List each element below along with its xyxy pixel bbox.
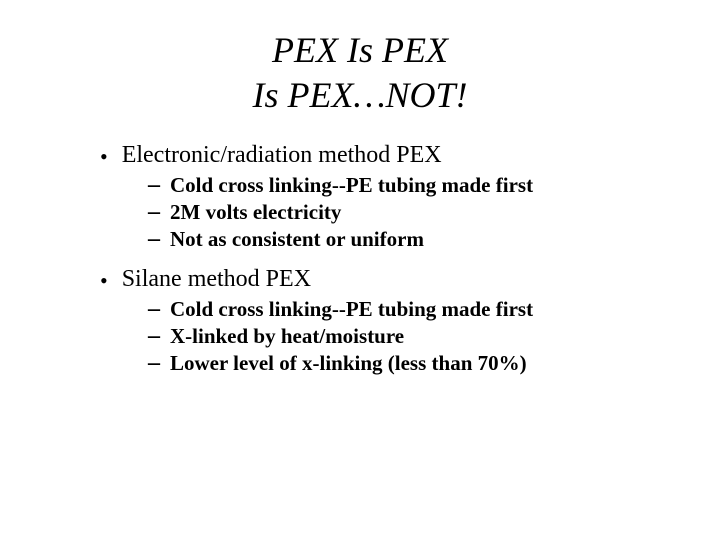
sub-bullet-item: – X-linked by heat/moisture <box>148 324 660 349</box>
sub-bullet-text: Cold cross linking--PE tubing made first <box>170 297 533 322</box>
sub-bullet-list: – Cold cross linking--PE tubing made fir… <box>100 173 660 252</box>
sub-bullet-text: Cold cross linking--PE tubing made first <box>170 173 533 198</box>
dash-icon: – <box>148 297 160 321</box>
bullet-row: • Silane method PEX <box>100 266 660 293</box>
sub-bullet-item: – 2M volts electricity <box>148 200 660 225</box>
sub-bullet-item: – Cold cross linking--PE tubing made fir… <box>148 173 660 198</box>
sub-bullet-text: Not as consistent or uniform <box>170 227 424 252</box>
sub-bullet-item: – Lower level of x-linking (less than 70… <box>148 351 660 376</box>
dash-icon: – <box>148 227 160 251</box>
dash-icon: – <box>148 324 160 348</box>
dash-icon: – <box>148 351 160 375</box>
bullet-row: • Electronic/radiation method PEX <box>100 142 660 169</box>
slide-content: • Electronic/radiation method PEX – Cold… <box>60 142 660 376</box>
bullet-dot-icon: • <box>100 146 108 168</box>
sub-bullet-item: – Cold cross linking--PE tubing made fir… <box>148 297 660 322</box>
bullet-label: Electronic/radiation method PEX <box>122 142 442 169</box>
bullet-item: • Silane method PEX – Cold cross linking… <box>100 266 660 376</box>
bullet-item: • Electronic/radiation method PEX – Cold… <box>100 142 660 252</box>
bullet-dot-icon: • <box>100 270 108 292</box>
dash-icon: – <box>148 173 160 197</box>
slide-title: PEX Is PEX Is PEX…NOT! <box>110 28 610 118</box>
title-line-2: Is PEX…NOT! <box>253 75 468 115</box>
title-line-1: PEX Is PEX <box>272 30 448 70</box>
bullet-label: Silane method PEX <box>122 266 311 293</box>
sub-bullet-list: – Cold cross linking--PE tubing made fir… <box>100 297 660 376</box>
sub-bullet-text: X-linked by heat/moisture <box>170 324 404 349</box>
sub-bullet-item: – Not as consistent or uniform <box>148 227 660 252</box>
sub-bullet-text: Lower level of x-linking (less than 70%) <box>170 351 527 376</box>
dash-icon: – <box>148 200 160 224</box>
sub-bullet-text: 2M volts electricity <box>170 200 341 225</box>
